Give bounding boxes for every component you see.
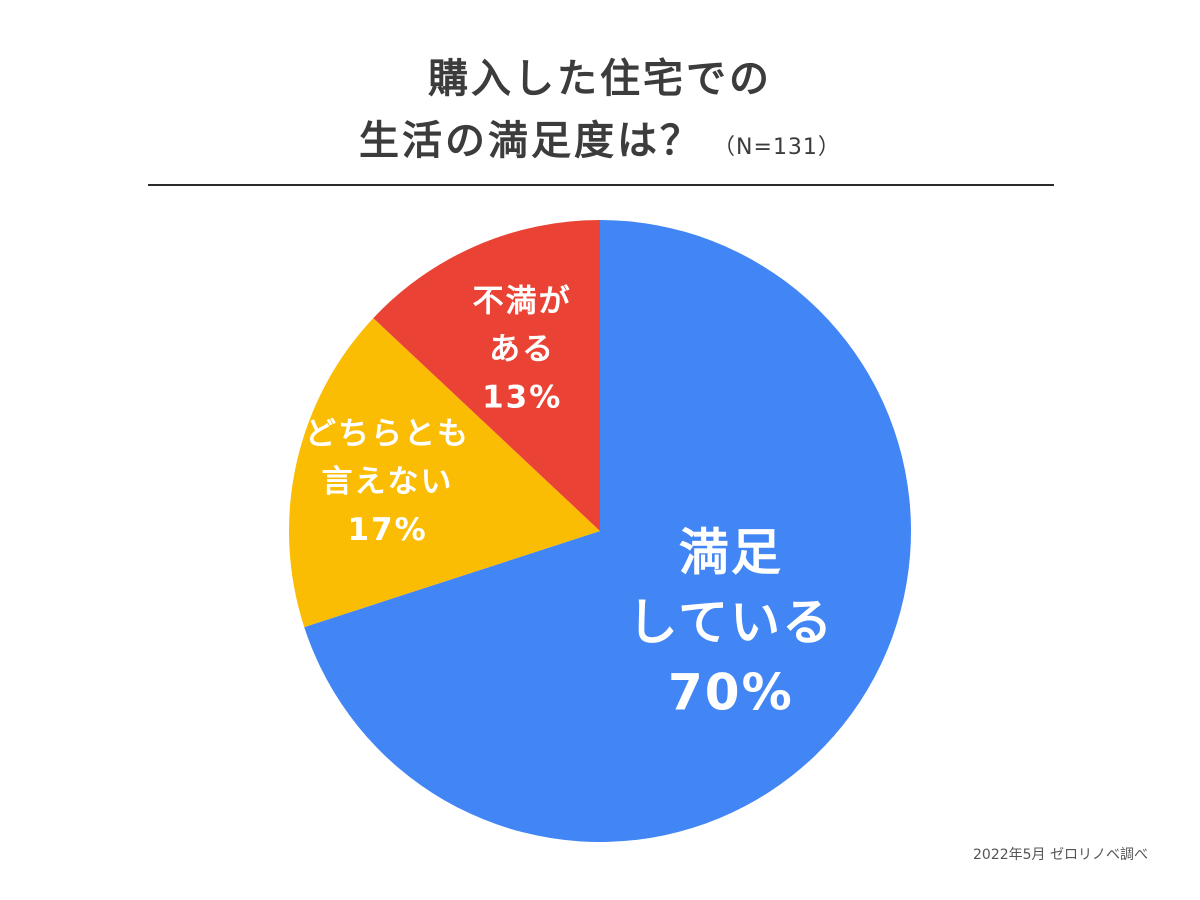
pie-slice-3 [373, 220, 600, 531]
pie-slice-name-line: している [628, 594, 835, 652]
pie-labels: 満足している 70% どちらとも言えない 17% 不満がある 13% [305, 284, 835, 722]
pie-slice-label-1: 満足している 70% [628, 524, 835, 722]
pie-slice-2 [289, 318, 600, 628]
title-divider [148, 184, 1054, 186]
chart-title-line1: 購入した住宅での [428, 56, 772, 102]
sample-size-label: （N=131） [713, 135, 841, 160]
source-note: 2022年5月 ゼロリノベ調べ [973, 847, 1148, 863]
pie-slice-value-label: 17% [347, 512, 427, 548]
pie-slice-1 [304, 220, 912, 842]
pie-slice-value-label: 13% [482, 380, 562, 416]
chart-title: 購入した住宅での 生活の満足度は？ （N=131） [0, 48, 1200, 179]
pie-slices [289, 220, 912, 842]
pie-slice-name-line: ある [489, 332, 555, 368]
chart-title-line2-text: 生活の満足度は？ [359, 118, 704, 164]
pie-slice-value-label: 70% [668, 664, 794, 722]
pie-slice-label-3: 不満がある 13% [473, 284, 572, 416]
pie-slice-name-line: 言えない [322, 464, 454, 500]
pie-slice-name-line: どちらとも [305, 416, 470, 452]
chart-title-line2: 生活の満足度は？ （N=131） [0, 110, 1200, 179]
pie-slice-name-line: 不満が [473, 284, 572, 320]
pie-slice-label-2: どちらとも言えない 17% [305, 416, 470, 548]
pie-slice-name-line: 満足 [679, 524, 783, 582]
